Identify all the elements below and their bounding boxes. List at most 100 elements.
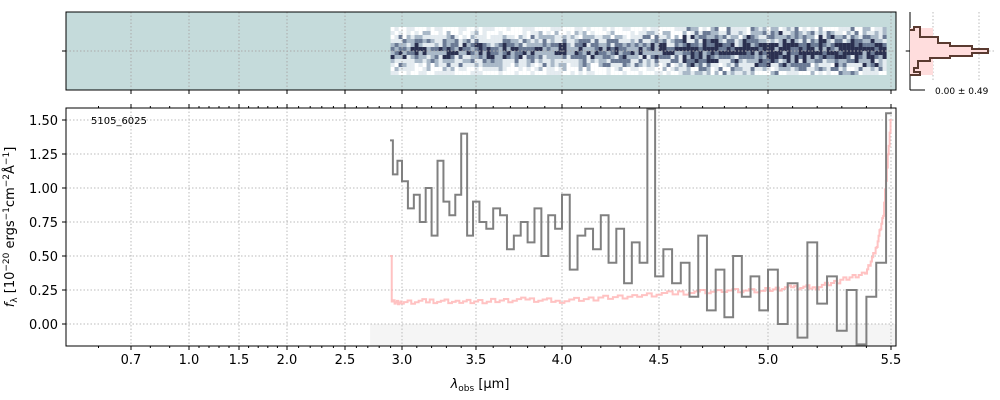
spectrum-2d-pixel (598, 67, 603, 71)
spectrum-2d-pixel (562, 63, 567, 67)
spectrum-2d-pixel (522, 59, 527, 63)
y-tick-label: 1.00 (29, 182, 58, 197)
spectrum-1d-frame (65, 107, 897, 347)
spectrum-2d-pixel (770, 35, 775, 39)
spectrum-2d-pixel (582, 31, 587, 35)
spectrum-2d-pixel (478, 51, 483, 55)
spectrum-2d-pixel (526, 43, 531, 47)
spectrum-2d-pixel (806, 67, 811, 71)
spectrum-2d-pixel (582, 67, 587, 71)
spectrum-2d-pixel (854, 43, 859, 47)
spectrum-2d-pixel (674, 47, 679, 51)
spectrum-2d-pixel (790, 67, 795, 71)
spectrum-2d-pixel (706, 55, 711, 59)
spectrum-2d-pixel (866, 55, 871, 59)
spectrum-2d-pixel (642, 71, 647, 75)
spectrum-2d-pixel (546, 43, 551, 47)
spectrum-2d-pixel (802, 59, 807, 63)
spectrum-2d-pixel (742, 71, 747, 75)
spectrum-2d-pixel (722, 51, 727, 55)
spectrum-2d-pixel (770, 67, 775, 71)
spectrum-2d-pixel (498, 55, 503, 59)
spectrum-2d-pixel (458, 31, 463, 35)
spectrum-2d-pixel (602, 67, 607, 71)
spectrum-2d-pixel (594, 43, 599, 47)
spectrum-2d-pixel (398, 43, 403, 47)
spectrum-2d-pixel (602, 31, 607, 35)
spectrum-2d-pixel (854, 51, 859, 55)
spectrum-2d-pixel (422, 31, 427, 35)
spectrum-2d-pixel (422, 39, 427, 43)
spectrum-2d-pixel (842, 39, 847, 43)
spectrum-2d-pixel (570, 59, 575, 63)
spectrum-2d-pixel (814, 63, 819, 67)
spectrum-2d-pixel (770, 63, 775, 67)
spectrum-2d-pixel (690, 71, 695, 75)
spectrum-2d-pixel (802, 27, 807, 31)
spectrum-2d-pixel (706, 51, 711, 55)
spectrum-2d-pixel (838, 51, 843, 55)
spectrum-2d-pixel (458, 59, 463, 63)
spectrum-2d-pixel (846, 31, 851, 35)
spectrum-2d-pixel (818, 71, 823, 75)
spectrum-2d-pixel (650, 39, 655, 43)
spectrum-2d-pixel (450, 35, 455, 39)
spectrum-2d-pixel (422, 71, 427, 75)
spectrum-2d-pixel (770, 43, 775, 47)
spectrum-2d-pixel (714, 47, 719, 51)
spectrum-2d-pixel (410, 31, 415, 35)
spectrum-2d-pixel (714, 35, 719, 39)
spectrum-2d-pixel (794, 47, 799, 51)
spectrum-2d-pixel (494, 31, 499, 35)
spectrum-2d-pixel (734, 59, 739, 63)
spectrum-2d-pixel (790, 63, 795, 67)
spectrum-2d-pixel (702, 27, 707, 31)
spectrum-2d-pixel (762, 67, 767, 71)
spectrum-2d-pixel (878, 59, 883, 63)
spectrum-2d-pixel (494, 27, 499, 31)
spectrum-2d-pixel (666, 43, 671, 47)
spectrum-2d-pixel (878, 27, 883, 31)
spectrum-2d-pixel (558, 63, 563, 67)
spectrum-2d-pixel (802, 55, 807, 59)
spectrum-2d-pixel (446, 51, 451, 55)
spectrum-2d-pixel (490, 59, 495, 63)
spectrum-2d-pixel (774, 67, 779, 71)
spectrum-2d-pixel (758, 43, 763, 47)
spectrum-2d-pixel (854, 63, 859, 67)
spectrum-2d-pixel (870, 27, 875, 31)
spectrum-2d-pixel (522, 27, 527, 31)
spectrum-2d-pixel (466, 71, 471, 75)
spectrum-2d-pixel (574, 31, 579, 35)
spectrum-2d-pixel (430, 43, 435, 47)
spectrum-2d-pixel (694, 59, 699, 63)
spectrum-2d-pixel (658, 43, 663, 47)
spectrum-2d-pixel (538, 59, 543, 63)
spectrum-2d-pixel (718, 59, 723, 63)
spectrum-2d-pixel (598, 59, 603, 63)
spectrum-2d-pixel (598, 63, 603, 67)
spectrum-2d-pixel (686, 71, 691, 75)
spectrum-2d-pixel (622, 71, 627, 75)
spectrum-2d-pixel (866, 71, 871, 75)
spectrum-2d-pixel (622, 27, 627, 31)
spectrum-2d-pixel (678, 71, 683, 75)
spectrum-2d-pixel (606, 31, 611, 35)
spectrum-2d-pixel (390, 43, 395, 47)
spectrum-2d-pixel (618, 27, 623, 31)
spectrum-2d-pixel (882, 43, 887, 47)
y-tick-label: 1.25 (29, 148, 58, 163)
spectrum-2d-pixel (462, 39, 467, 43)
spectrum-2d-pixel (706, 43, 711, 47)
spectrum-2d-pixel (634, 39, 639, 43)
spectrum-2d-pixel (506, 43, 511, 47)
spectrum-2d-pixel (430, 51, 435, 55)
spectrum-2d-pixel (782, 27, 787, 31)
spectrum-2d-pixel (630, 35, 635, 39)
spectrum-2d-pixel (702, 67, 707, 71)
spectrum-2d-pixel (802, 47, 807, 51)
spectrum-2d-pixel (790, 51, 795, 55)
spectrum-2d-pixel (762, 71, 767, 75)
spectrum-2d-pixel (426, 67, 431, 71)
spectrum-2d-pixel (682, 47, 687, 51)
